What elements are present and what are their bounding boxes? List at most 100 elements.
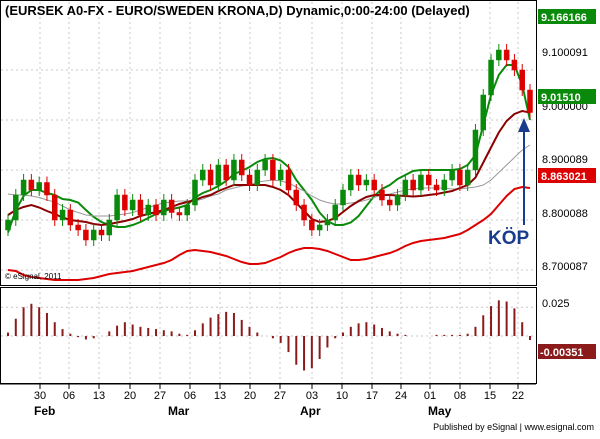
candle-body-27 [215,164,222,186]
upper-band-badge [538,9,596,24]
x-label-1: 06 [63,390,75,402]
candle-body-49 [387,199,393,206]
lower-band-value: 8.863021 [541,171,587,183]
candle-body-48 [379,189,385,201]
candle-body-0 [5,219,11,231]
candle-body-55 [433,184,440,191]
candle-body-66 [519,69,525,91]
candle-body-67 [527,89,533,113]
price-label-5: 8.700087 [542,261,588,273]
lower-band-line [7,185,531,281]
candle-body-16 [129,199,136,211]
osc-value-badge [538,344,596,359]
candle-body-59 [464,169,471,186]
candle-body-35 [277,169,284,181]
month-label-0: Feb [34,404,55,418]
candle-body-8 [67,209,74,226]
candle-body-14 [114,194,120,221]
footer-publisher: Published by eSignal | www.esignal.com [433,422,594,432]
price-panel-border [0,0,537,286]
x-label-0: 30 [34,390,46,402]
candle-body-38 [301,204,307,221]
chart-title: (EURSEK A0-FX - EURO/SWEDEN KRONA,D) Dyn… [5,3,470,18]
last-price-badge [538,89,596,104]
candle-body-23 [184,204,190,216]
candle-body-42 [332,204,338,221]
candle-body-65 [511,59,518,71]
x-label-3: 20 [124,390,136,402]
candle-body-36 [285,169,292,191]
mid-average-line [7,109,531,227]
candle-body-13 [106,219,113,236]
candle-body-5 [44,182,50,196]
osc-label-top: 0.025 [542,298,570,310]
price-label-4: 8.800088 [542,208,588,220]
candle-body-28 [223,164,229,181]
candle-body-57 [449,169,455,181]
candle-body-6 [51,194,58,221]
candle-body-60 [472,129,479,171]
candle-body-50 [394,194,401,206]
candle-body-63 [496,49,502,61]
candle-body-52 [410,179,416,191]
x-label-7: 20 [244,390,256,402]
candle-body-25 [200,169,206,181]
candle-body-31 [246,174,253,186]
candle-body-30 [238,159,245,176]
candle-body-46 [363,179,370,186]
osc-value: -0.00351 [540,347,583,359]
candle-body-21 [168,199,175,213]
x-label-5: 06 [184,390,196,402]
oscillator-bars [7,300,531,371]
candle-body-4 [36,182,42,191]
candle-body-24 [192,179,198,206]
candle-body-47 [371,179,377,191]
candle-body-7 [59,209,66,221]
annotation-kop: KÖP [488,228,530,249]
grid-lines [1,2,536,383]
candle-body-64 [503,49,510,61]
candle-body-20 [161,199,167,216]
candle-body-33 [262,159,268,171]
candle-body-29 [231,159,237,181]
candle-body-34 [270,159,276,181]
month-label-3: May [428,404,452,418]
x-label-6: 13 [214,390,226,402]
candle-body-62 [488,59,494,96]
candle-body-15 [122,194,128,211]
x-label-8: 27 [274,390,286,402]
candle-body-22 [176,212,183,216]
candle-body-17 [137,199,144,216]
candle-body-45 [355,174,362,186]
candle-body-9 [75,224,81,231]
axis-background [536,0,600,434]
candle-body-56 [441,179,448,191]
candle-body-51 [402,179,409,196]
candle-body-12 [98,229,105,236]
candle-body-43 [340,189,346,206]
candle-body-61 [480,94,487,131]
candle-body-39 [309,219,315,231]
time-axis-labels: 30 06 13 20 27 06 13 20 27 03 10 17 24 01 08 15 22 Feb Mar… [34,384,524,418]
candle-body-2 [20,179,27,196]
price-label-1: 9.100091 [542,47,588,59]
x-label-2: 13 [93,390,105,402]
candle-body-37 [293,189,300,206]
upper-band-value: 9.166166 [541,12,587,24]
candle-body-18 [145,204,151,216]
annotation-arrow-icon [518,118,530,132]
candles [5,44,533,246]
candle-body-1 [13,194,19,221]
x-label-16: 22 [512,390,524,402]
month-label-2: Apr [300,404,321,418]
candle-body-26 [207,169,214,186]
candle-body-44 [348,174,354,191]
candle-body-54 [425,174,432,186]
x-label-9: 03 [306,390,318,402]
copyright-label: © eSignal, 2011 [5,272,62,281]
candle-body-11 [90,229,97,241]
x-label-14: 08 [454,390,466,402]
candle-body-53 [418,174,424,191]
